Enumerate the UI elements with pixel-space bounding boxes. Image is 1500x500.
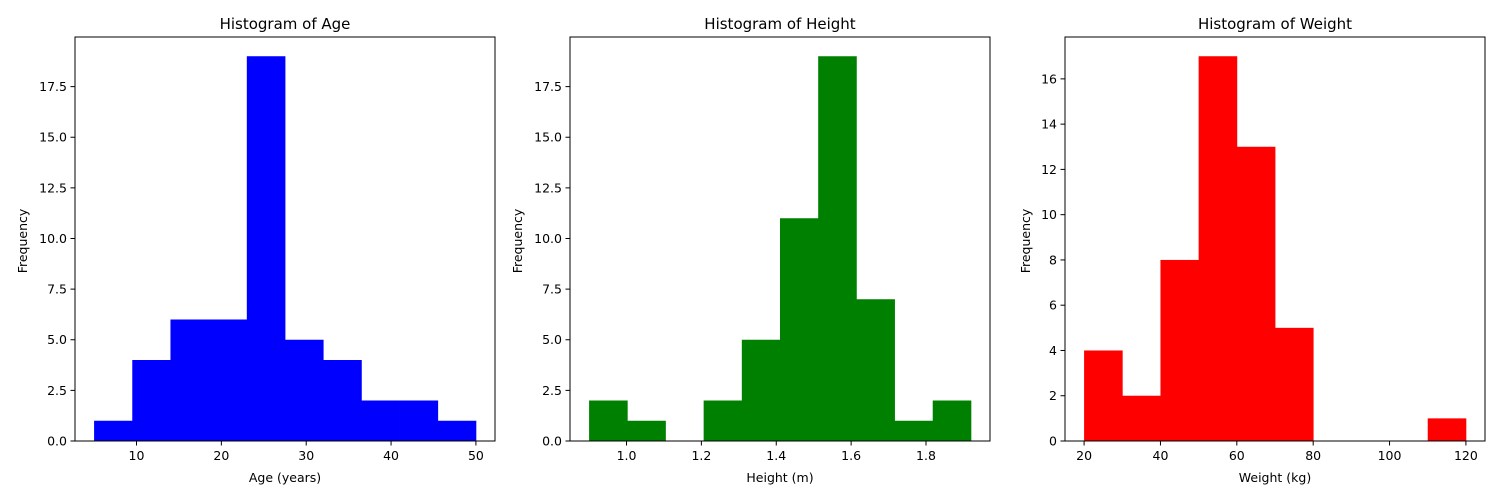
age-bar-1 xyxy=(132,359,171,441)
weight-bar-4 xyxy=(1236,146,1276,441)
weight-bar-3 xyxy=(1198,56,1238,441)
age-x-tick-label: 20 xyxy=(213,448,229,463)
height-bar-0 xyxy=(589,400,628,441)
height-x-ticks: 1.0 1.2 1.4 1.6 1.8 xyxy=(617,441,936,463)
weight-y-ticks: 0 2 4 6 8 10 12 14 16 xyxy=(1041,71,1065,449)
height-bars xyxy=(589,56,972,441)
age-y-axis-label: Frequency xyxy=(15,208,30,273)
weight-y-tick-label: 10 xyxy=(1041,207,1057,222)
age-bars xyxy=(94,56,477,441)
weight-y-tick-label: 14 xyxy=(1041,117,1057,132)
weight-x-tick-label: 60 xyxy=(1229,448,1245,463)
age-bar-9 xyxy=(437,420,477,441)
age-bar-6 xyxy=(323,359,362,441)
age-chart-title: Histogram of Age xyxy=(220,15,351,33)
age-x-ticks: 10 20 30 40 50 xyxy=(129,441,484,463)
age-bar-2 xyxy=(170,319,210,441)
height-x-tick-label: 1.0 xyxy=(617,448,637,463)
age-histogram-panel: Histogram of Age Age (years) Frequency 1… xyxy=(15,15,496,485)
weight-bar-1 xyxy=(1122,395,1161,441)
height-plot-frame xyxy=(569,36,991,442)
weight-chart-title: Histogram of Weight xyxy=(1198,15,1352,33)
age-y-tick-label: 12.5 xyxy=(39,180,67,195)
height-y-tick-label: 15.0 xyxy=(534,130,562,145)
weight-bar-5 xyxy=(1275,327,1314,441)
height-y-ticks: 0.0 2.5 5.0 7.5 10.0 12.5 15.0 17.5 xyxy=(534,79,570,449)
age-y-tick-label: 10.0 xyxy=(39,231,67,246)
age-x-tick-label: 10 xyxy=(129,448,145,463)
weight-y-tick-label: 4 xyxy=(1049,343,1057,358)
height-y-tick-label: 7.5 xyxy=(542,282,562,297)
weight-y-tick-label: 8 xyxy=(1049,252,1057,267)
height-x-tick-label: 1.4 xyxy=(766,448,786,463)
age-y-tick-label: 15.0 xyxy=(39,130,67,145)
weight-bar-0 xyxy=(1084,350,1123,441)
age-y-ticks: 0.0 2.5 5.0 7.5 10.0 12.5 15.0 17.5 xyxy=(39,79,75,449)
weight-y-tick-label: 2 xyxy=(1049,388,1057,403)
weight-y-axis-label: Frequency xyxy=(1018,208,1033,273)
weight-y-tick-label: 6 xyxy=(1049,298,1057,313)
height-bar-1 xyxy=(627,420,666,441)
height-bar-5 xyxy=(780,218,819,441)
weight-y-tick-label: 0 xyxy=(1049,434,1057,449)
weight-bar-2 xyxy=(1160,259,1200,441)
age-plot-frame xyxy=(74,36,496,442)
age-x-axis-label: Age (years) xyxy=(249,470,321,485)
weight-y-tick-label: 12 xyxy=(1041,162,1057,177)
height-bar-3 xyxy=(703,400,743,441)
age-y-tick-label: 5.0 xyxy=(47,332,67,347)
weight-plot-frame xyxy=(1064,36,1486,442)
weight-x-tick-label: 100 xyxy=(1378,448,1402,463)
age-bar-3 xyxy=(208,319,248,441)
age-y-tick-label: 7.5 xyxy=(47,282,67,297)
age-bar-5 xyxy=(285,339,324,441)
height-bar-6 xyxy=(818,56,857,441)
weight-x-tick-label: 20 xyxy=(1076,448,1092,463)
height-y-tick-label: 17.5 xyxy=(534,79,562,94)
height-x-axis-label: Height (m) xyxy=(746,470,813,485)
height-y-tick-label: 12.5 xyxy=(534,180,562,195)
weight-bars xyxy=(1084,56,1467,441)
age-bar-7 xyxy=(361,400,400,441)
height-y-tick-label: 0.0 xyxy=(542,434,562,449)
height-histogram-panel: Histogram of Height Height (m) Frequency… xyxy=(510,15,991,485)
age-y-tick-label: 2.5 xyxy=(47,383,67,398)
height-y-axis-label: Frequency xyxy=(510,208,525,273)
height-y-tick-label: 10.0 xyxy=(534,231,562,246)
height-bar-9 xyxy=(932,400,972,441)
age-x-tick-label: 40 xyxy=(383,448,399,463)
weight-histogram-panel: Histogram of Weight Weight (kg) Frequenc… xyxy=(1018,15,1486,485)
age-x-tick-label: 30 xyxy=(298,448,314,463)
age-y-tick-label: 17.5 xyxy=(39,79,67,94)
height-y-tick-label: 5.0 xyxy=(542,332,562,347)
weight-x-axis-label: Weight (kg) xyxy=(1239,470,1311,485)
height-x-tick-label: 1.2 xyxy=(691,448,711,463)
height-chart-title: Histogram of Height xyxy=(704,15,856,33)
height-x-tick-label: 1.6 xyxy=(841,448,861,463)
age-bar-4 xyxy=(246,56,286,441)
height-bar-7 xyxy=(856,299,895,441)
weight-x-tick-label: 80 xyxy=(1305,448,1321,463)
weight-bar-9 xyxy=(1427,418,1467,441)
weight-x-tick-label: 40 xyxy=(1153,448,1169,463)
weight-y-tick-label: 16 xyxy=(1041,71,1057,86)
weight-x-ticks: 20 40 60 80 100 120 xyxy=(1076,441,1478,463)
weight-x-tick-label: 120 xyxy=(1454,448,1478,463)
height-bar-4 xyxy=(741,339,781,441)
height-y-tick-label: 2.5 xyxy=(542,383,562,398)
age-y-tick-label: 0.0 xyxy=(47,434,67,449)
age-bar-0 xyxy=(94,420,133,441)
height-bar-8 xyxy=(894,420,934,441)
age-bar-8 xyxy=(399,400,439,441)
age-x-tick-label: 50 xyxy=(468,448,484,463)
height-x-tick-label: 1.8 xyxy=(916,448,936,463)
